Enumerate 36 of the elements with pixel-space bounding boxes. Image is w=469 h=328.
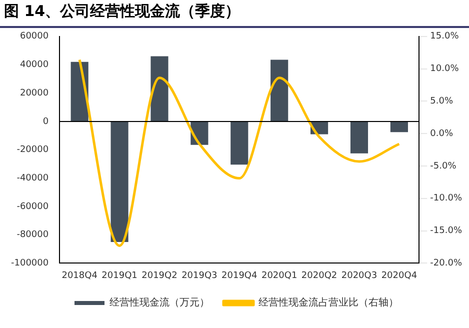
legend-label: 经营性现金流（万元） xyxy=(110,296,210,309)
y2-tick-label: 5.0% xyxy=(430,96,454,107)
y2-tick-label: 15.0% xyxy=(430,32,460,42)
x-tick-label: 2020Q1 xyxy=(261,270,298,281)
y2-tick-label: -15.0% xyxy=(430,226,462,236)
y2-tick-label: -5.0% xyxy=(430,161,457,172)
y-tick-label: -60000 xyxy=(16,202,49,212)
y-tick-label: 60000 xyxy=(20,32,49,42)
legend-label: 经营性现金流占营业比（右轴） xyxy=(258,296,398,309)
x-tick-label: 2019Q4 xyxy=(222,270,258,281)
bar xyxy=(390,121,408,132)
bar xyxy=(350,121,368,154)
y2-tick-label: 0.0% xyxy=(430,128,454,139)
x-tick-label: 2018Q4 xyxy=(62,270,98,281)
line-series xyxy=(78,58,400,247)
y-tick-label: 40000 xyxy=(20,60,49,70)
chart-title: 图 14、公司经营性现金流（季度） xyxy=(0,0,469,28)
y-tick-label: -20000 xyxy=(16,145,49,156)
y-tick-label: 20000 xyxy=(20,88,49,98)
x-tick-label: 2019Q1 xyxy=(102,270,138,281)
y2-tick-label: -10.0% xyxy=(430,194,462,204)
bar xyxy=(110,121,128,242)
y2-tick-label: -20.0% xyxy=(430,258,462,269)
y2-tick-label: 10.0% xyxy=(430,64,460,74)
bar xyxy=(230,121,248,165)
x-tick-label: 2019Q2 xyxy=(142,270,178,281)
x-tick-label: 2019Q3 xyxy=(182,270,218,281)
x-tick-label: 2020Q4 xyxy=(381,270,418,281)
y-tick-label: -80000 xyxy=(16,230,49,240)
y-tick-label: -40000 xyxy=(16,173,49,184)
bar xyxy=(270,60,288,122)
y-tick-label: 0 xyxy=(42,116,49,127)
bar xyxy=(150,56,168,122)
x-tick-label: 2020Q2 xyxy=(301,270,338,281)
y-tick-label: -100000 xyxy=(10,258,49,269)
x-tick-label: 2020Q3 xyxy=(341,270,378,281)
